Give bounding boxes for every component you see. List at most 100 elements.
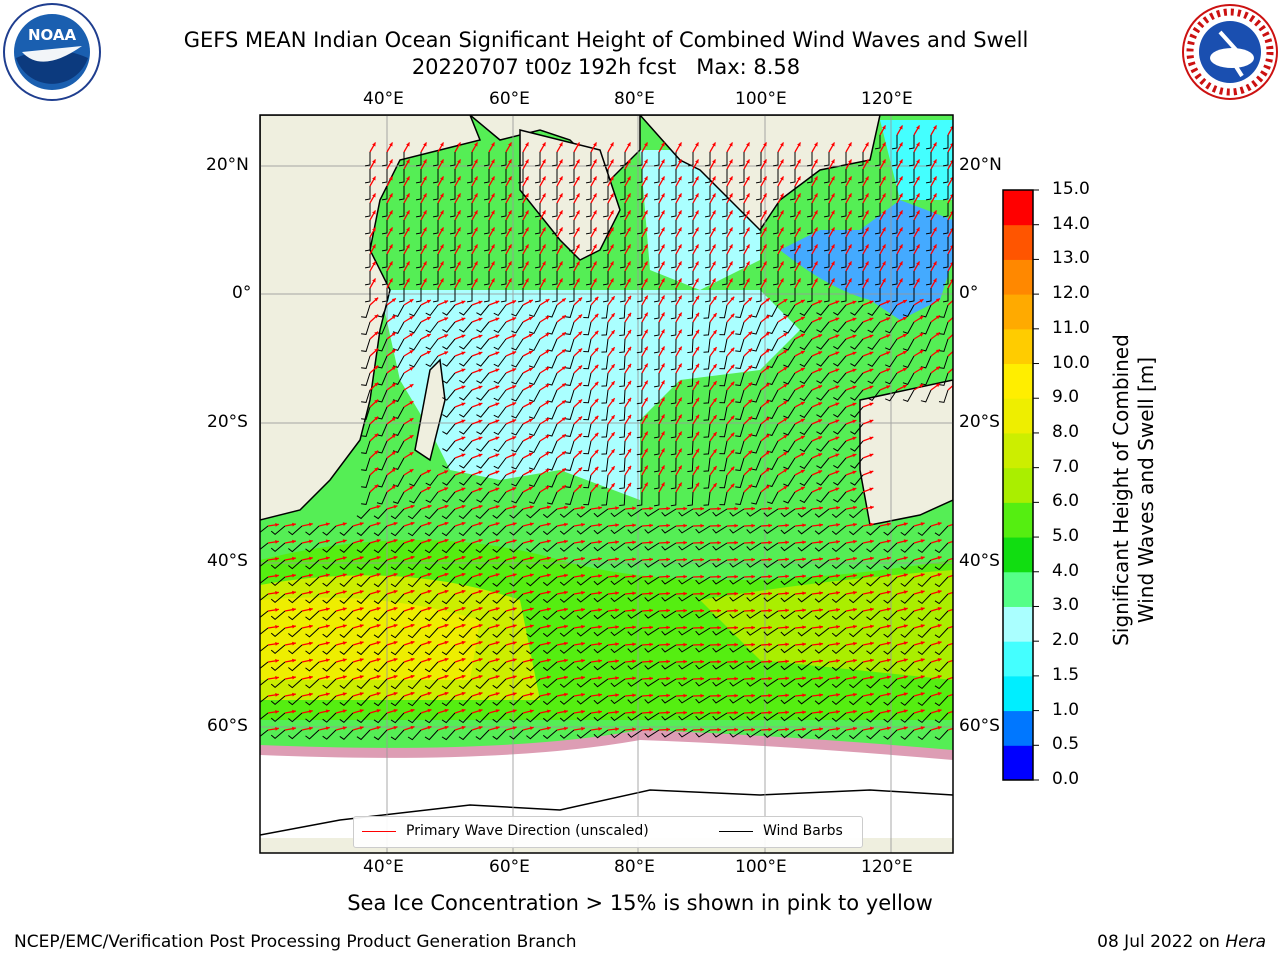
wave-direction-arrowhead	[578, 416, 583, 421]
wind-barb	[373, 559, 388, 571]
wave-direction-arrowhead	[814, 261, 818, 266]
wave-direction-arrowhead	[785, 625, 789, 630]
wave-direction-arrowhead	[461, 504, 466, 509]
wave-direction-arrowhead	[730, 330, 735, 335]
wind-barb	[857, 254, 864, 269]
wind-barb	[712, 559, 728, 568]
wave-direction-arrowhead	[615, 659, 619, 664]
wave-direction-arrowhead	[666, 540, 670, 545]
wave-direction-arrowhead	[882, 278, 886, 283]
wind-barb	[492, 542, 507, 553]
wave-direction-arrowhead	[461, 351, 466, 356]
wave-direction-arrowhead	[342, 607, 347, 611]
wind-barb	[559, 627, 575, 637]
wave-direction-arrowhead	[610, 193, 614, 198]
wind-barb	[322, 525, 337, 536]
wind-barb	[483, 237, 490, 252]
wave-direction-arrowhead	[495, 726, 500, 730]
wave-direction-arrow	[947, 591, 953, 595]
wave-direction-arrowhead	[632, 676, 636, 681]
wave-direction-arrowhead	[780, 227, 784, 232]
wind-barb	[687, 169, 694, 184]
wind-barb	[459, 491, 473, 503]
wave-direction-arrowhead	[729, 278, 733, 283]
wind-barb	[823, 254, 830, 269]
wave-direction-arrowhead	[661, 142, 665, 147]
wave-direction-arrowhead	[902, 384, 907, 389]
wave-direction-arrowhead	[444, 351, 449, 355]
wave-direction-arrowhead	[427, 623, 432, 628]
wave-direction-arrowhead	[391, 315, 396, 320]
wind-barb	[441, 559, 456, 571]
wind-barb	[458, 542, 473, 554]
wave-direction-arrowhead	[391, 468, 396, 473]
wind-barb	[459, 338, 473, 350]
wave-direction-arrowhead	[903, 522, 908, 527]
wave-direction-arrowhead	[275, 573, 279, 578]
wave-direction-arrowhead	[564, 624, 568, 629]
wave-direction-arrowhead	[783, 350, 788, 354]
wave-direction-arrowhead	[374, 348, 379, 353]
wave-direction-arrowhead	[730, 381, 735, 386]
wind-barb	[322, 559, 337, 570]
wave-direction-arrowhead	[391, 417, 396, 422]
wind-barb	[576, 508, 592, 518]
wind-barb	[517, 169, 524, 184]
wind-barb	[517, 271, 524, 286]
wave-direction-arrowhead	[594, 398, 599, 403]
wind-barb	[305, 610, 320, 621]
wind-barb	[942, 186, 949, 201]
wave-direction-arrowhead	[578, 399, 583, 404]
wind-barb	[814, 542, 830, 552]
wind-barb	[526, 695, 541, 706]
wind-barb	[476, 423, 490, 435]
wind-barb	[398, 237, 405, 252]
wave-direction-arrowhead	[852, 470, 857, 475]
wave-direction-arrowhead	[835, 436, 840, 441]
wave-direction-arrowhead	[610, 210, 614, 215]
wave-direction-arrowhead	[325, 522, 330, 527]
wave-direction-arrowhead	[649, 608, 653, 613]
wave-direction-arrowhead	[835, 419, 840, 424]
wind-barb	[670, 321, 677, 337]
wave-direction-arrowhead	[461, 623, 466, 628]
wind-barb	[356, 593, 371, 605]
wave-direction-arrowhead	[275, 556, 279, 561]
wind-barb	[449, 271, 456, 286]
wind-barb	[442, 474, 456, 486]
wave-direction-arrowhead	[581, 709, 585, 714]
wind-barb	[738, 152, 745, 167]
wind-barb	[602, 237, 609, 252]
wind-barb	[576, 610, 592, 620]
wave-direction-arrowhead	[545, 299, 550, 303]
wind-barb	[866, 593, 881, 604]
wave-direction-arrowhead	[649, 506, 653, 511]
colorbar-segment	[1003, 571, 1033, 607]
wind-barb	[398, 220, 405, 235]
wave-direction-arrowhead	[478, 640, 483, 645]
wave-direction-arrowhead	[528, 418, 533, 423]
wind-barb	[361, 406, 371, 420]
wind-barb	[619, 457, 626, 473]
wave-direction-arrowhead	[935, 349, 940, 354]
wind-barb	[511, 355, 524, 368]
y-tick-right-20s: 20°S	[959, 412, 1000, 432]
wave-direction-arrowhead	[730, 483, 735, 488]
wave-direction-arrowhead	[376, 624, 381, 628]
wind-barb	[493, 474, 507, 487]
wave-direction-arrowhead	[546, 692, 551, 697]
wind-barb	[407, 525, 422, 537]
wave-direction-arrowhead	[495, 522, 500, 526]
wind-barb	[483, 186, 490, 201]
wind-barb	[425, 321, 439, 334]
wind-barb	[459, 474, 473, 486]
wind-barb	[551, 271, 558, 286]
wind-barb	[857, 186, 864, 201]
wind-barb	[636, 321, 643, 337]
wave-direction-arrowhead	[545, 452, 550, 456]
wind-barb	[823, 220, 830, 235]
wind-barb	[475, 644, 490, 656]
wind-barb	[260, 712, 269, 721]
wave-direction-arrowhead	[748, 331, 753, 336]
wave-direction-arrowhead	[865, 261, 869, 266]
